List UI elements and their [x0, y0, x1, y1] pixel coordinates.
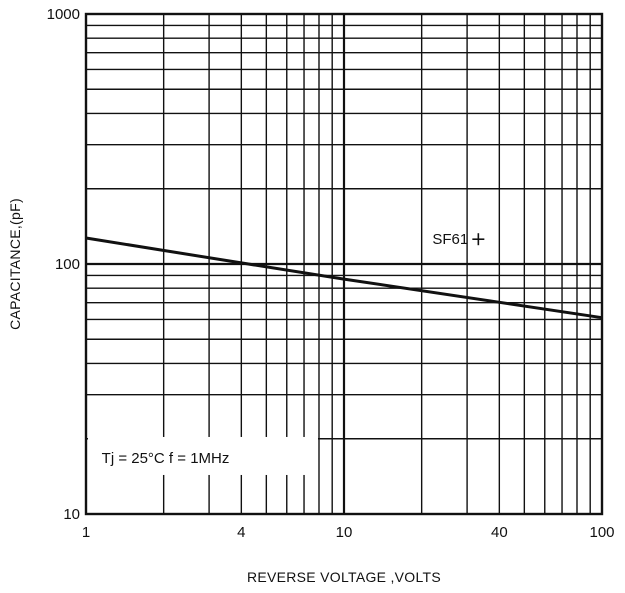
x-tick-label: 4 [237, 524, 245, 541]
conditions-label: Tj = 25°C f = 1MHz [102, 450, 230, 467]
tick-labels: 1 4 10 40 100 10 100 1000 [47, 6, 615, 541]
series-label-plus-icon [472, 233, 485, 246]
series-line-sf61 [85, 236, 603, 320]
plot-frame [84, 12, 604, 516]
series-label-sf61: SF61 [432, 231, 468, 248]
series-layer [85, 236, 603, 320]
x-tick-label: 1 [82, 524, 90, 541]
x-axis-title: REVERSE VOLTAGE ,VOLTS [247, 569, 441, 585]
y-tick-label: 1000 [47, 6, 80, 23]
y-axis-title: CAPACITANCE,(pF) [7, 198, 23, 330]
y-tick-label: 10 [63, 506, 80, 523]
conditions-label-background [88, 436, 318, 475]
y-tick-label: 100 [55, 256, 80, 273]
grid [86, 14, 602, 514]
x-tick-label: 10 [336, 524, 353, 541]
x-tick-label: 100 [589, 524, 614, 541]
x-tick-label: 40 [491, 524, 508, 541]
